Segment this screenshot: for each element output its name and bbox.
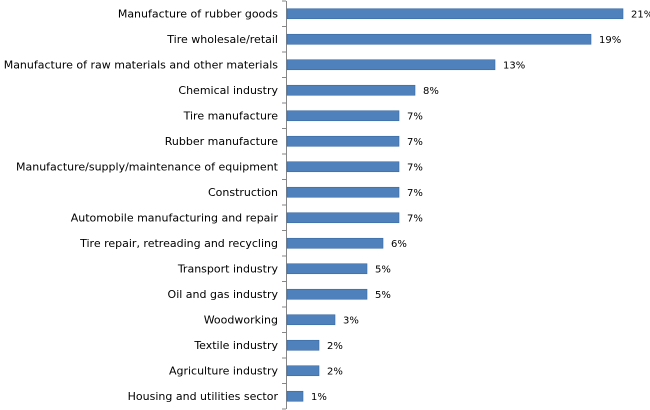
data-label: 5% [375, 264, 391, 275]
bars-group [286, 8, 624, 402]
bar [286, 161, 400, 173]
data-label: 2% [327, 366, 343, 377]
bar [286, 263, 368, 275]
data-label: 7% [407, 188, 423, 199]
category-label: Tire repair, retreading and recycling [79, 237, 278, 250]
category-label: Automobile manufacturing and repair [71, 211, 279, 224]
category-label: Manufacture of rubber goods [118, 7, 278, 20]
category-label: Tire manufacture [183, 109, 279, 122]
bar [286, 84, 416, 96]
bar [286, 339, 320, 351]
category-label: Oil and gas industry [168, 288, 279, 301]
category-label: Construction [208, 186, 278, 199]
bar [286, 314, 336, 326]
category-label: Manufacture/supply/maintenance of equipm… [16, 160, 279, 173]
data-labels-group: 21% 19% 13% 8% 7% 7% 7% 7% 7% 6% 5% 5% 3% 2% 2% 1% [311, 9, 650, 403]
bar [286, 8, 624, 20]
data-label: 3% [343, 315, 359, 326]
category-label: Transport industry [177, 262, 279, 275]
category-label: Tire wholesale/retail [166, 33, 278, 46]
category-label: Manufacture of raw materials and other m… [4, 58, 279, 71]
category-axis-ticks [282, 0, 286, 410]
category-label: Chemical industry [178, 84, 278, 97]
data-label: 1% [311, 392, 327, 403]
category-label: Rubber manufacture [165, 135, 278, 148]
bar [286, 135, 400, 147]
data-label: 8% [423, 86, 439, 97]
bar [286, 186, 400, 198]
data-label: 7% [407, 162, 423, 173]
bar [286, 237, 384, 249]
category-label: Agriculture industry [169, 364, 279, 377]
bar [286, 365, 320, 377]
category-label: Textile industry [193, 339, 278, 352]
data-label: 6% [391, 239, 407, 250]
bar [286, 288, 368, 300]
bar [286, 390, 304, 402]
bar [286, 59, 496, 71]
data-label: 13% [503, 60, 525, 71]
bar [286, 110, 400, 122]
data-label: 5% [375, 290, 391, 301]
bar [286, 212, 400, 224]
data-label: 7% [407, 213, 423, 224]
category-label: Housing and utilities sector [128, 390, 279, 403]
category-labels-group: Manufacture of rubber goods Tire wholesal… [4, 7, 279, 403]
data-label: 7% [407, 137, 423, 148]
data-label: 21% [631, 9, 650, 20]
data-label: 7% [407, 111, 423, 122]
category-label: Woodworking [204, 313, 278, 326]
data-label: 19% [599, 35, 621, 46]
bar [286, 33, 592, 45]
data-label: 2% [327, 341, 343, 352]
